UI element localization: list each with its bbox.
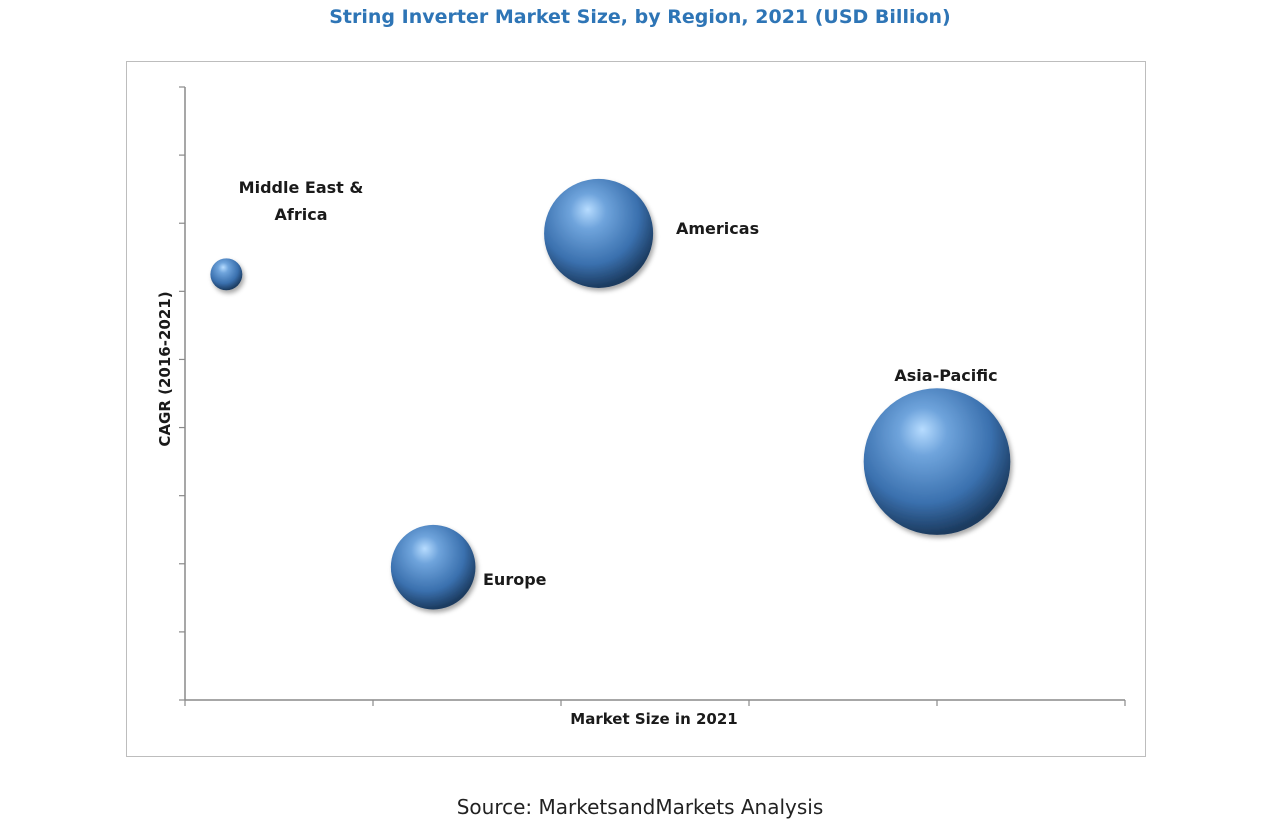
source-note: Source: MarketsandMarkets Analysis (456, 795, 824, 819)
x-axis-label: Market Size in 2021 (570, 710, 737, 728)
bubble-label-asia-pacific: Asia-Pacific (894, 366, 997, 385)
bubble-label-mea-line1: Middle East & (239, 178, 364, 197)
bubble-americas (544, 178, 654, 288)
axes (179, 86, 1126, 706)
plot-frame (126, 61, 1146, 757)
bubble-label-mea-line2: Africa (275, 205, 328, 224)
bubble-asia-pacific (863, 388, 1011, 535)
bubble-label-americas: Americas (676, 219, 759, 238)
bubble-label-europe: Europe (483, 570, 547, 589)
bubble-middle-east-africa (210, 258, 243, 291)
bubble-europe (390, 524, 476, 610)
chart-title: String Inverter Market Size, by Region, … (329, 6, 951, 28)
y-axis-label: CAGR (2016-2021) (156, 291, 174, 446)
bubbles (210, 178, 1011, 610)
